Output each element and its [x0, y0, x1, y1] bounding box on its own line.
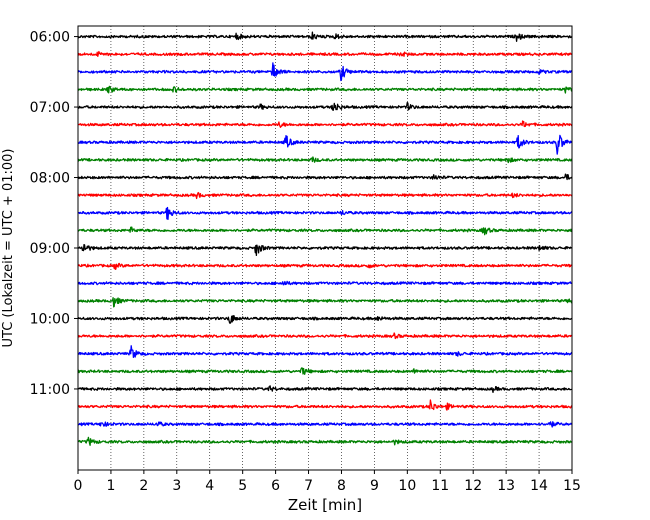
x-tick-label: 3 [172, 478, 181, 494]
y-axis-ticks: 06:00 07:00 08:00 09:00 10:00 11:00 [30, 30, 78, 398]
trace-0615 [77, 50, 573, 58]
trace-1100 [77, 385, 573, 394]
x-tick-label: 8 [337, 478, 346, 494]
trace-0700 [77, 101, 573, 111]
x-tick-label: 10 [398, 478, 416, 494]
x-tick-label: 6 [271, 478, 280, 494]
x-tick-label: 11 [431, 478, 449, 494]
x-tick-label: 13 [497, 478, 515, 494]
traces [77, 31, 573, 446]
x-tick-label: 12 [464, 478, 482, 494]
y-tick-label: 08:00 [30, 171, 70, 187]
trace-0915 [77, 262, 573, 270]
trace-1145 [77, 436, 573, 446]
trace-1045 [77, 367, 573, 375]
y-tick-label: 09:00 [30, 241, 70, 257]
trace-0730 [77, 134, 573, 155]
trace-0945 [77, 297, 573, 308]
x-axis-label: Zeit [min] [288, 496, 362, 514]
x-tick-label: 0 [74, 478, 83, 494]
trace-1030 [77, 345, 573, 358]
trace-1015 [77, 332, 573, 340]
trace-1000 [77, 314, 573, 324]
y-tick-label: 07:00 [30, 100, 70, 116]
x-tick-label: 9 [370, 478, 379, 494]
trace-0900 [77, 243, 573, 257]
x-tick-label: 1 [106, 478, 115, 494]
trace-0830 [77, 206, 573, 220]
y-axis-label: UTC (Lokalzeit = UTC + 01:00) [1, 149, 16, 348]
trace-0845 [77, 226, 573, 236]
trace-0630 [77, 62, 573, 82]
x-tick-label: 2 [139, 478, 148, 494]
y-tick-label: 06:00 [30, 30, 70, 46]
trace-0815 [77, 191, 573, 200]
trace-1115 [77, 399, 573, 411]
y-tick-label: 11:00 [30, 382, 70, 398]
x-tick-label: 7 [304, 478, 313, 494]
trace-1130 [77, 421, 573, 428]
trace-0600 [77, 31, 573, 42]
trace-0715 [77, 120, 573, 128]
trace-0745 [77, 156, 573, 164]
y-tick-label: 10:00 [30, 311, 70, 327]
x-tick-label: 4 [205, 478, 214, 494]
x-tick-label: 14 [530, 478, 548, 494]
x-tick-label: 5 [238, 478, 247, 494]
x-axis-ticks: 0 1 2 3 4 5 6 7 8 9 10 11 12 13 14 15 [74, 470, 581, 494]
trace-0645 [77, 85, 573, 94]
trace-0930 [77, 280, 573, 286]
trace-0800 [77, 173, 573, 181]
x-tick-label: 15 [563, 478, 581, 494]
